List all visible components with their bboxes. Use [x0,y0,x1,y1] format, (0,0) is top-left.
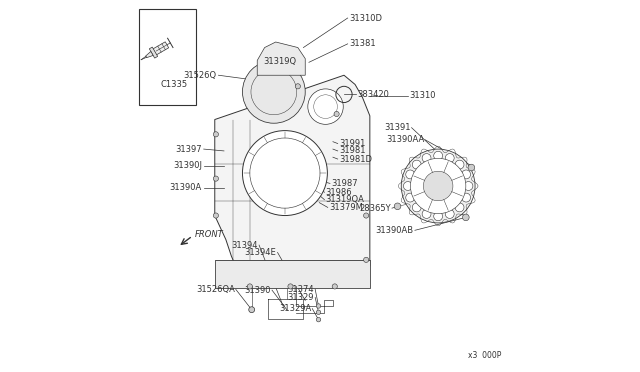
Circle shape [403,182,412,190]
Circle shape [406,170,415,179]
Circle shape [243,61,305,123]
Text: 31391: 31391 [384,123,410,132]
Text: 31991: 31991 [339,139,365,148]
Text: 31988: 31988 [278,172,305,181]
Text: 31981: 31981 [339,147,365,155]
Circle shape [316,317,321,322]
Circle shape [213,176,218,181]
Circle shape [422,154,431,163]
Circle shape [406,193,415,202]
Text: 31987: 31987 [331,179,358,188]
Polygon shape [153,42,169,55]
Circle shape [295,84,300,89]
Text: 31379M: 31379M [329,203,363,212]
Text: 31310: 31310 [410,91,436,100]
Text: 31374: 31374 [287,285,314,294]
Circle shape [445,154,454,163]
Circle shape [412,203,421,212]
Circle shape [316,304,321,308]
Text: 31390A: 31390A [170,183,202,192]
Text: 31319QA: 31319QA [326,195,364,204]
Circle shape [243,131,328,215]
Circle shape [364,257,369,262]
Text: 31329: 31329 [287,293,314,302]
Circle shape [422,209,431,218]
Circle shape [247,284,252,289]
Circle shape [364,213,369,218]
Circle shape [401,149,475,223]
Circle shape [455,160,464,169]
Circle shape [213,132,218,137]
Circle shape [316,310,321,314]
Circle shape [332,284,337,289]
Circle shape [434,151,443,160]
Text: FRONT: FRONT [195,230,224,239]
Text: 31394: 31394 [232,241,258,250]
Text: 31390AB: 31390AB [376,226,414,235]
Polygon shape [149,47,157,58]
Circle shape [455,203,464,212]
Text: 31394E: 31394E [244,248,276,257]
Text: 31390: 31390 [244,286,271,295]
Circle shape [412,160,421,169]
Text: 31390J: 31390J [173,161,202,170]
Circle shape [334,112,339,116]
Circle shape [288,284,293,289]
Circle shape [213,213,218,218]
Circle shape [463,214,469,221]
Text: x3  000P: x3 000P [468,350,501,359]
Circle shape [308,89,343,124]
Circle shape [445,209,454,218]
Circle shape [461,193,470,202]
Text: 31986: 31986 [326,188,352,197]
Text: 31981D: 31981D [339,154,372,164]
Polygon shape [146,51,153,58]
Text: 28365Y: 28365Y [359,203,391,213]
Text: 31381: 31381 [349,39,376,48]
Text: C1335: C1335 [161,80,188,89]
Polygon shape [215,260,370,288]
Text: 31526QA: 31526QA [196,285,235,294]
Bar [139,9,196,105]
Circle shape [249,307,255,312]
Text: 31319Q: 31319Q [263,57,296,66]
Polygon shape [215,75,370,288]
Text: 383420: 383420 [358,90,390,99]
Circle shape [434,212,443,221]
Text: 31390AA: 31390AA [386,135,424,144]
Text: 31397: 31397 [175,145,202,154]
Circle shape [468,164,475,171]
Polygon shape [257,42,305,75]
Circle shape [464,182,473,190]
Text: 31526Q: 31526Q [184,71,216,80]
Text: 31329A: 31329A [279,304,311,313]
Circle shape [424,171,453,201]
Text: 31310D: 31310D [349,13,383,22]
Circle shape [410,158,466,214]
Circle shape [394,203,401,210]
Circle shape [461,170,470,179]
